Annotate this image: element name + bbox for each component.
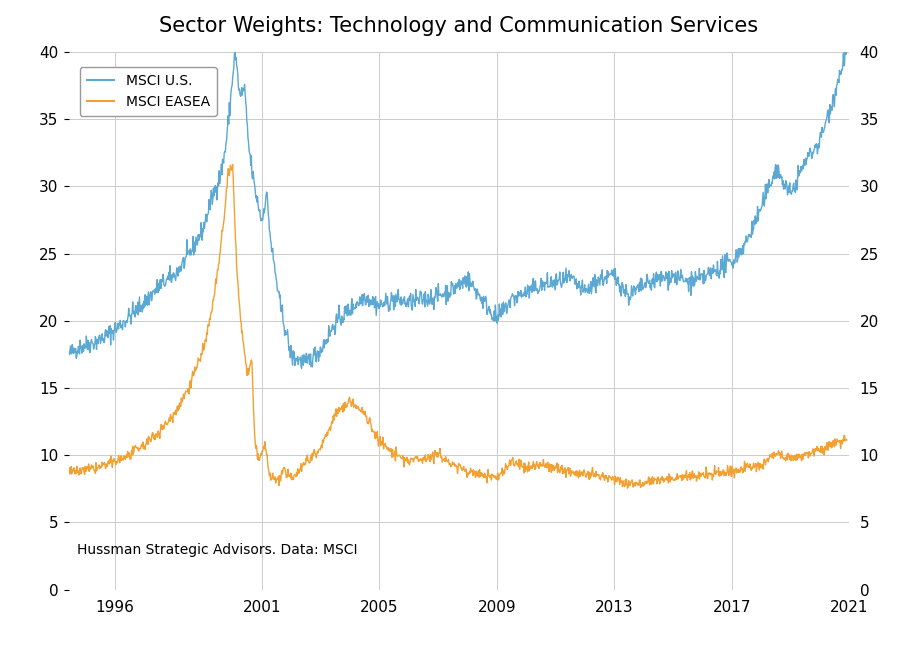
Text: Hussman Strategic Advisors. Data: MSCI: Hussman Strategic Advisors. Data: MSCI [77, 544, 357, 557]
Title: Sector Weights: Technology and Communication Services: Sector Weights: Technology and Communica… [160, 16, 758, 36]
Legend: MSCI U.S., MSCI EASEA: MSCI U.S., MSCI EASEA [80, 67, 217, 116]
